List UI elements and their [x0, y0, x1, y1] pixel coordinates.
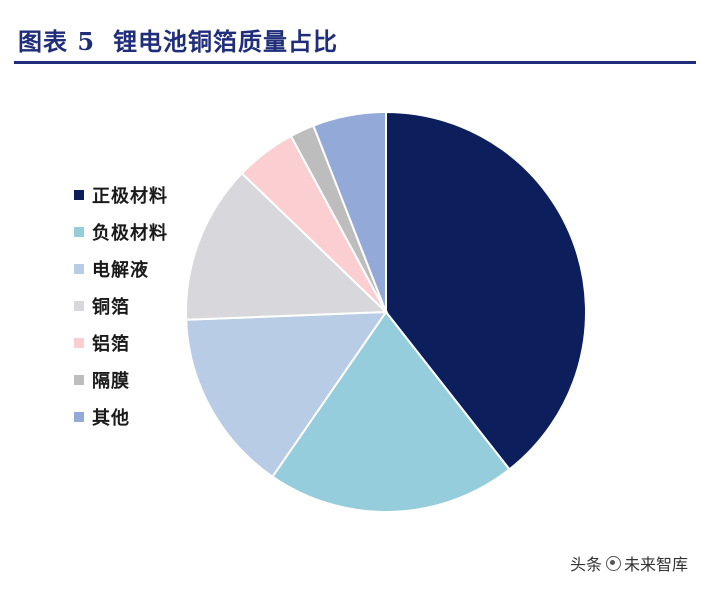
legend: 正极材料负极材料电解液铜箔铝箔隔膜其他 — [74, 176, 168, 435]
legend-label: 铜箔 — [92, 296, 130, 318]
legend-item-7: 其他 — [74, 398, 168, 435]
watermark-name: 未来智库 — [623, 555, 688, 574]
pie-slice-1 — [385, 110, 587, 471]
pie-slice-3 — [185, 310, 388, 479]
legend-swatch — [74, 411, 84, 422]
legend-item-4: 铜箔 — [74, 287, 168, 324]
legend-swatch — [74, 226, 84, 237]
legend-label: 电解液 — [92, 259, 149, 281]
legend-item-2: 负极材料 — [74, 213, 168, 250]
pie-slice-7 — [312, 110, 387, 313]
legend-swatch — [74, 263, 84, 274]
figure-number: 图表 5 — [18, 27, 96, 56]
legend-label: 负极材料 — [92, 222, 168, 244]
legend-swatch — [74, 189, 84, 200]
watermark-prefix: 头条 — [569, 555, 602, 574]
chart-title: 图表 5 锂电池铜箔质量占比 — [18, 22, 338, 57]
legend-label: 隔膜 — [92, 370, 130, 392]
legend-item-3: 电解液 — [74, 250, 168, 287]
legend-swatch — [74, 337, 84, 348]
legend-label: 铝箔 — [92, 333, 130, 355]
legend-item-5: 铝箔 — [74, 324, 168, 361]
legend-swatch — [74, 300, 84, 311]
legend-label: 其他 — [92, 407, 130, 429]
legend-item-6: 隔膜 — [74, 361, 168, 398]
figure-caption: 锂电池铜箔质量占比 — [113, 27, 339, 56]
at-icon — [605, 555, 621, 571]
pie-slice-2 — [271, 310, 511, 513]
watermark: 头条 未来智库 — [570, 551, 688, 575]
legend-item-1: 正极材料 — [74, 176, 168, 213]
pie-slice-4 — [185, 171, 389, 321]
legend-label: 正极材料 — [92, 185, 168, 207]
legend-swatch — [74, 374, 84, 385]
title-divider — [14, 61, 696, 64]
